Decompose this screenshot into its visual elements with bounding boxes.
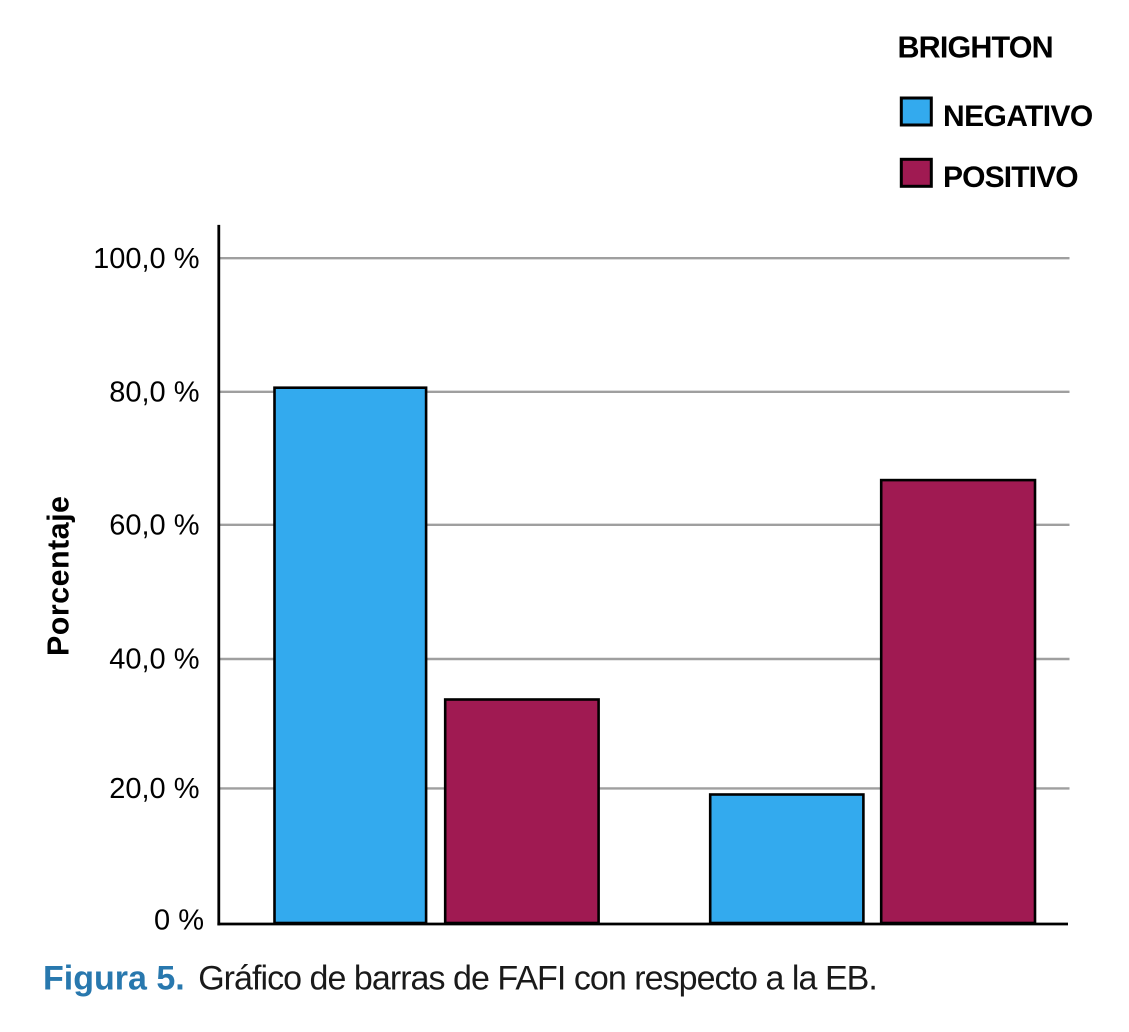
svg-text:BRIGHTON: BRIGHTON <box>898 31 1053 65</box>
svg-text:60,0 %: 60,0 % <box>109 509 199 541</box>
svg-text:NEGATIVO: NEGATIVO <box>943 100 1093 133</box>
svg-text:20,0 %: 20,0 % <box>109 773 199 805</box>
svg-text:100,0 %: 100,0 % <box>93 243 199 275</box>
svg-text:0 %: 0 % <box>154 905 204 937</box>
svg-text:POSITIVO: POSITIVO <box>943 161 1078 194</box>
svg-text:40,0 %: 40,0 % <box>109 644 199 676</box>
svg-text:80,0 %: 80,0 % <box>109 376 199 408</box>
svg-text:Figura 5. Gráfico de barras de: Figura 5. Gráfico de barras de FAFI con … <box>43 959 877 997</box>
svg-text:Porcentaje: Porcentaje <box>42 496 76 656</box>
